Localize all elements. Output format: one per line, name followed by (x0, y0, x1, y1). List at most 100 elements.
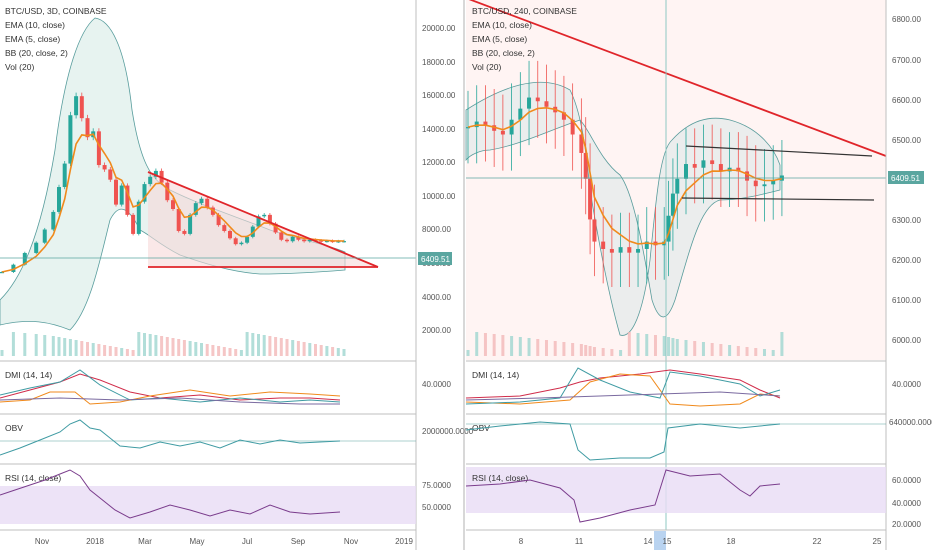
price-tick-label: 6100.00 (892, 296, 921, 305)
volume-bar (34, 334, 38, 356)
candle-body (79, 96, 84, 119)
volume-bar (268, 336, 272, 356)
right-time-highlight (654, 531, 666, 550)
volume-bar (131, 350, 135, 356)
left-dmi-tick: 40.0000 (422, 380, 451, 389)
volume-bar (728, 345, 732, 356)
volume-bar (74, 340, 78, 356)
candle-body (108, 169, 113, 180)
right-dmi-purple (465, 391, 781, 401)
candle-body (290, 236, 295, 242)
left-rsi-band (0, 486, 416, 524)
candle-body (544, 101, 549, 107)
price-tick-label: 18000.00 (422, 58, 456, 67)
candle-body (222, 225, 227, 231)
right-rsi-band (466, 467, 886, 513)
right-dmi-orange (465, 373, 781, 407)
right-time-axis: 8 11 14 15 18 22 25 (519, 537, 882, 546)
candle-body (57, 187, 61, 212)
volume-bar (0, 350, 4, 356)
candle-body (601, 241, 606, 249)
candle-body (102, 165, 107, 170)
time-tick-label: 15 (663, 537, 672, 546)
candle-body (153, 170, 158, 177)
candle-body (636, 248, 641, 253)
left-obv-label: OBV (5, 423, 23, 433)
time-tick-label: Mar (138, 537, 152, 546)
candle-body (182, 230, 187, 234)
right-ema-line (467, 106, 783, 245)
candle-body (592, 219, 597, 242)
candle-body (561, 112, 566, 120)
left-triangle-upper (147, 171, 379, 268)
volume-bar (177, 339, 181, 356)
price-tick-label: 20000.00 (422, 24, 456, 33)
candle-body (262, 214, 267, 217)
right-channel-lower (681, 197, 875, 201)
candle-body (579, 134, 584, 153)
volume-bar (245, 332, 249, 356)
volume-bar (745, 347, 749, 356)
right-chart: BTC/USD, 240, COINBASE EMA (10, close) E… (463, 0, 932, 550)
candle-body (0, 272, 4, 274)
time-tick-label: 22 (813, 537, 822, 546)
candle-body (119, 185, 124, 205)
volume-bar (23, 333, 27, 356)
candle-body (492, 125, 497, 131)
left-rsi-tick-50: 50.0000 (422, 503, 451, 512)
volume-bar (553, 341, 557, 356)
candle-body (466, 127, 470, 129)
volume-bar (710, 343, 714, 356)
volume-bar (234, 349, 238, 356)
volume-bar (588, 346, 592, 356)
volume-bar (239, 350, 243, 356)
volume-bar (285, 339, 289, 356)
volume-bar (754, 348, 758, 356)
volume-bar (80, 341, 84, 356)
volume-bar (137, 332, 141, 356)
price-tick-label: 6300.00 (892, 216, 921, 225)
volume-bar (51, 336, 55, 356)
volume-bar (63, 338, 67, 356)
volume-bar (91, 343, 95, 356)
candle-body (34, 242, 39, 253)
candle-body (285, 239, 289, 242)
candle-body (74, 96, 79, 116)
volume-bar (562, 342, 566, 356)
price-tick-label: 6000.00 (892, 336, 921, 345)
volume-bar (762, 349, 766, 356)
left-overlay-bb: BB (20, close, 2) (5, 48, 68, 58)
candle-body (701, 160, 706, 168)
candle-body (199, 198, 204, 204)
volume-bar (148, 334, 152, 356)
volume-bar (684, 340, 688, 356)
volume-bar (675, 339, 679, 356)
volume-bar (336, 348, 340, 356)
time-tick-label: 8 (519, 537, 524, 546)
candle-body (736, 167, 741, 172)
right-rsi-tick-60: 60.0000 (892, 476, 921, 485)
candle-body (307, 239, 312, 242)
candle-body (205, 198, 210, 208)
left-last-price-badge (418, 252, 452, 265)
left-overlay-ema10: EMA (10, close) (5, 20, 65, 30)
volume-bar (103, 345, 107, 356)
volume-bar (222, 347, 226, 356)
candle-body (710, 160, 715, 165)
right-channel-upper (685, 145, 873, 157)
volume-bar (501, 335, 505, 356)
left-rsi-line (0, 469, 341, 519)
candle-body (171, 200, 175, 209)
candle-body (142, 184, 147, 202)
volume-bar (182, 340, 186, 356)
volume-bar (291, 340, 295, 356)
volume-bar (771, 350, 775, 356)
price-tick-label: 6500.00 (892, 136, 921, 145)
left-candles (0, 92, 346, 274)
candle-body (762, 184, 767, 187)
volume-bar (97, 344, 101, 356)
candle-body (210, 207, 215, 215)
volume-bar (302, 342, 306, 356)
candle-body (474, 121, 479, 128)
